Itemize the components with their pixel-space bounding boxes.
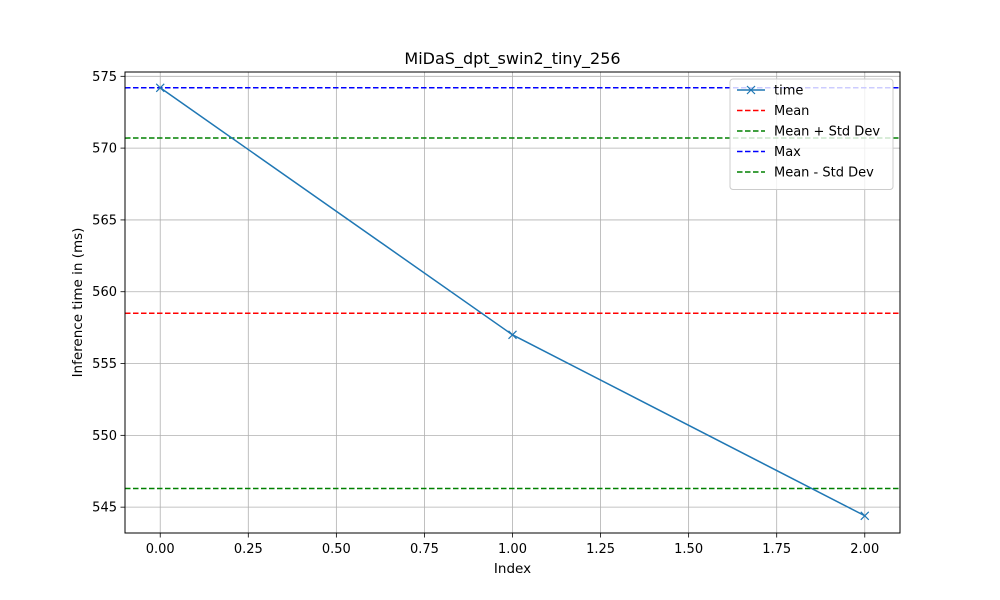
y-tick-label: 560 (92, 285, 117, 300)
x-tick-label: 1.75 (762, 542, 791, 557)
x-tick-label: 2.00 (850, 542, 879, 557)
grid (125, 72, 900, 533)
data-point (860, 511, 870, 521)
legend-label: Mean + Std Dev (774, 125, 880, 140)
y-tick-label: 550 (92, 429, 117, 444)
legend-entry: Mean + Std Dev (737, 125, 880, 140)
x-tick-label: 0.00 (146, 542, 175, 557)
legend-entry: Mean (737, 104, 809, 119)
x-tick-label: 1.00 (498, 542, 527, 557)
x-axis: 0.00 0.25 0.50 0.75 1.00 1.25 1.50 1.75 2.00 (146, 533, 879, 557)
x-tick-label: 0.75 (410, 542, 439, 557)
data-point (508, 330, 517, 340)
x-tick-label: 0.50 (322, 542, 351, 557)
legend-label: Mean (774, 104, 809, 119)
legend-label: Mean - Std Dev (774, 166, 874, 181)
reference-lines (125, 87, 900, 490)
x-tick-label: 1.50 (674, 542, 703, 557)
y-axis-label: Inference time in (ms) (70, 228, 86, 378)
legend-box (729, 78, 894, 190)
chart-title: MiDaS_dpt_swin2_tiny_256 (404, 49, 620, 69)
y-tick-label: 570 (92, 142, 117, 157)
y-tick-label: 555 (92, 357, 117, 372)
legend-entry: Max (737, 145, 801, 160)
data-point (155, 83, 165, 93)
y-tick-label: 575 (92, 70, 117, 85)
series-lines (155, 83, 870, 521)
legend-label: time (774, 84, 803, 99)
x-tick-label: 0.25 (234, 542, 263, 557)
x-axis-label: Index (494, 561, 531, 577)
legend-entry: time (737, 84, 803, 99)
y-axis: 545 550 555 560 565 570 575 (92, 70, 125, 516)
x-tick-label: 1.25 (586, 542, 615, 557)
legend: time Mean Mean + Std Dev Max Mean - Std Dev (729, 78, 894, 190)
legend-label: Max (774, 145, 801, 160)
y-tick-label: 565 (92, 213, 117, 228)
legend-entry: Mean - Std Dev (737, 166, 874, 181)
y-tick-label: 545 (92, 501, 117, 516)
